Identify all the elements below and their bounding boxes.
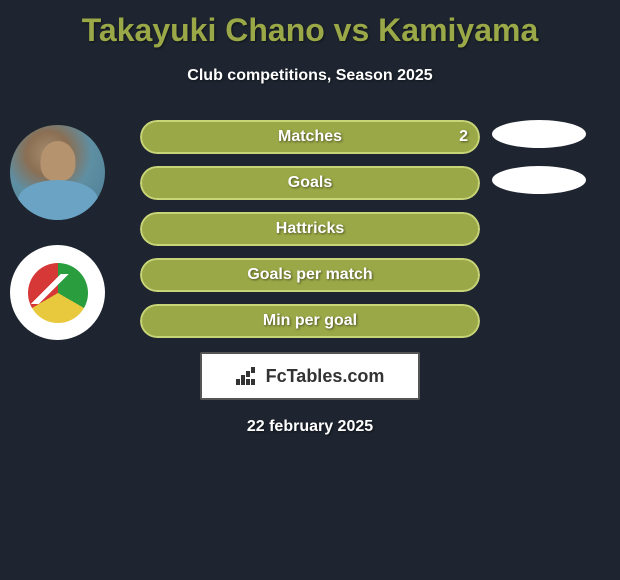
bar-value-matches: 2 — [459, 128, 468, 146]
bar-row-mpg: Min per goal — [140, 304, 480, 338]
page-subtitle: Club competitions, Season 2025 — [0, 67, 620, 85]
bar-row-matches: 2 Matches — [140, 120, 480, 154]
page-title: Takayuki Chano vs Kamiyama — [0, 0, 620, 49]
comparison-bars: 2 Matches Goals Hattricks Goals per matc… — [140, 120, 480, 350]
bar-label-matches: Matches — [278, 128, 342, 146]
bar-label-goals: Goals — [288, 174, 332, 192]
avatar-column — [10, 125, 105, 365]
chart-icon — [236, 367, 260, 385]
footer: FcTables.com 22 february 2025 — [200, 352, 420, 436]
bar-label-mpg: Min per goal — [263, 312, 357, 330]
bar-label-gpm: Goals per match — [247, 266, 372, 284]
bar-label-hattricks: Hattricks — [276, 220, 344, 238]
footer-date: 22 february 2025 — [200, 418, 420, 436]
bar-row-gpm: Goals per match — [140, 258, 480, 292]
logo-box: FcTables.com — [200, 352, 420, 400]
bar-row-hattricks: Hattricks — [140, 212, 480, 246]
right-ellipse-column — [492, 120, 586, 214]
player1-avatar — [10, 125, 105, 220]
bar-row-goals: Goals — [140, 166, 480, 200]
ellipse-matches — [492, 120, 586, 148]
ellipse-goals — [492, 166, 586, 194]
logo-text: FcTables.com — [266, 366, 385, 387]
player2-avatar — [10, 245, 105, 340]
